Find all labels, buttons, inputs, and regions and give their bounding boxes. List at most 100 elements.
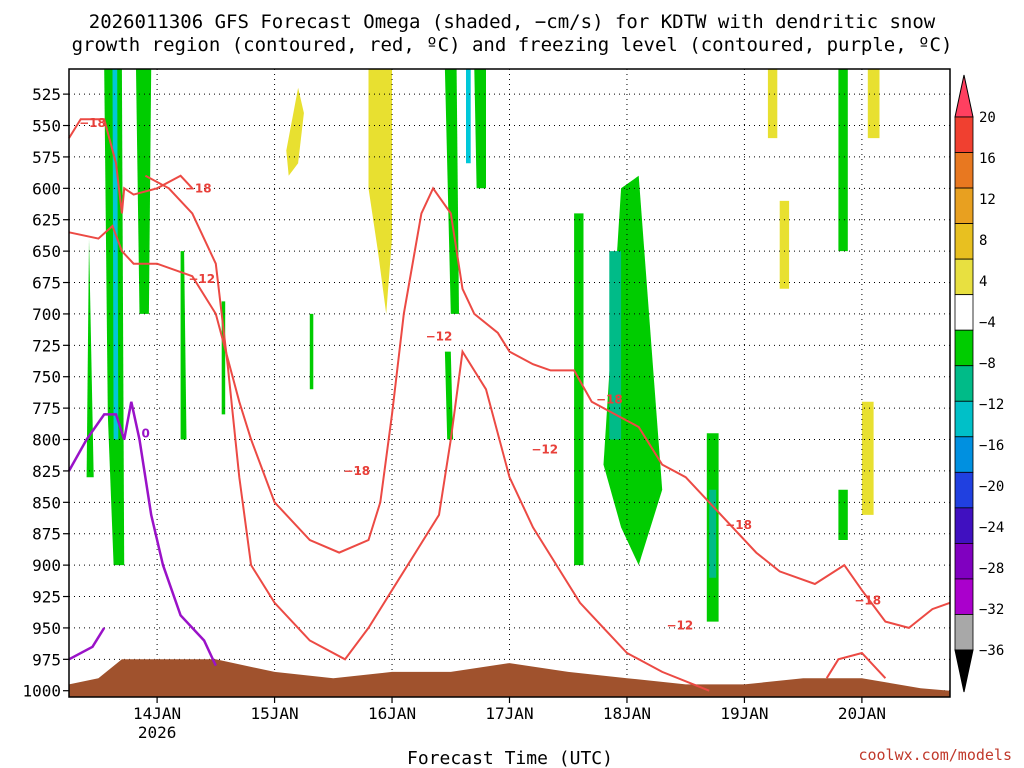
omega-region-yellow: [861, 401, 874, 515]
colorbar-label: 20: [979, 110, 996, 126]
colorbar-segment: [954, 471, 974, 509]
x-tick-sublabel: 2026: [138, 723, 177, 742]
freezing-contour: [68, 627, 106, 661]
colorbar-segment: [954, 543, 974, 580]
x-tick-label: 19JAN: [720, 704, 768, 723]
omega-region-green: [838, 69, 848, 252]
dgz-contour-label: −12: [188, 272, 215, 286]
x-axis-label: Forecast Time (UTC): [407, 748, 613, 768]
omega-region-teal: [609, 251, 622, 440]
y-tick-label: 800: [32, 431, 61, 450]
grid-lines: [69, 69, 950, 697]
colorbar-segment: [954, 152, 974, 189]
freezing-level-contours: 0: [67, 401, 217, 667]
plot-background: [69, 69, 950, 697]
colorbar-segment: [954, 365, 974, 402]
plot-area: 0 −18 −18 −12 −18 −12 −18 −12 −18 −12 −18: [67, 68, 951, 698]
omega-region-green: [309, 313, 314, 390]
y-tick-label: 675: [32, 274, 61, 293]
colorbar-top-arrow: [954, 74, 974, 118]
freezing-contour: [67, 401, 217, 667]
freezing-contour-label: 0: [141, 427, 149, 441]
dgz-contour-label: −18: [854, 593, 881, 607]
y-tick-label: 550: [32, 117, 61, 136]
colorbar-label: 8: [979, 233, 987, 249]
y-tick-label: 900: [32, 556, 61, 575]
colorbar-segment: [954, 507, 974, 544]
omega-region-yellow: [368, 69, 392, 314]
y-tick-label: 700: [32, 305, 61, 324]
omega-region-green: [86, 238, 94, 478]
omega-region-green: [444, 69, 459, 314]
colorbar-label: 16: [979, 151, 996, 167]
colorbar: 20 16 12 8 4 −4 −8 −12 −16 −20 −24 −28 −32 −36: [954, 74, 1004, 693]
colorbar-label: −24: [979, 520, 1004, 536]
dgz-contour: [144, 174, 710, 692]
colorbar-label: 4: [979, 274, 987, 290]
dgz-contour-label: −18: [725, 518, 752, 532]
colorbar-segment: [954, 614, 974, 651]
y-tick-label: 775: [32, 399, 61, 418]
dgz-contour-label: −12: [531, 443, 558, 457]
y-tick-label: 825: [32, 462, 61, 481]
colorbar-segment: [954, 578, 974, 615]
omega-region-yellow: [867, 69, 880, 139]
omega-region-teal: [709, 489, 717, 578]
dgz-contour-label: −18: [343, 464, 370, 478]
omega-region-yellow: [286, 87, 304, 176]
omega-region-cyan: [112, 69, 119, 440]
dgz-contour-label: −12: [426, 330, 453, 344]
dgz-contour: [825, 651, 887, 679]
dgz-contour-label: −12: [666, 618, 693, 632]
y-tick-label: 525: [32, 85, 61, 104]
y-tick-label: 650: [32, 242, 61, 261]
terrain-fill: [69, 659, 950, 697]
x-tick-label: 14JAN: [133, 704, 181, 723]
dgz-contours: [68, 118, 951, 692]
colorbar-segment: [954, 400, 974, 438]
colorbar-label: −28: [979, 561, 1004, 577]
chart-title-line2: growth region (contoured, red, ºC) and f…: [72, 34, 953, 56]
omega-shading: [86, 69, 880, 622]
colorbar-bottom-arrow: [954, 649, 974, 693]
y-tick-label: 725: [32, 336, 61, 355]
x-tick-label: 17JAN: [485, 704, 533, 723]
colorbar-label: −32: [979, 602, 1004, 618]
omega-region-yellow: [779, 200, 790, 289]
colorbar-label: −8: [979, 356, 996, 372]
y-tick-label: 975: [32, 650, 61, 669]
omega-region-yellow: [767, 69, 778, 139]
colorbar-segment: [954, 187, 974, 224]
dgz-contour-label: −18: [79, 116, 106, 130]
colorbar-label: 12: [979, 192, 996, 208]
y-tick-label: 625: [32, 211, 61, 230]
x-tick-label: 15JAN: [250, 704, 298, 723]
y-axis: 525 550 575 600 625 650 675 700 725 750 775 800 825 8…: [22, 85, 69, 701]
colorbar-label: −20: [979, 479, 1004, 495]
colorbar-segment: [954, 258, 974, 296]
y-tick-label: 850: [32, 493, 61, 512]
colorbar-segment: [954, 116, 974, 153]
y-tick-label: 875: [32, 525, 61, 544]
colorbar-label: −16: [979, 438, 1004, 454]
omega-region-green: [444, 351, 454, 440]
chart-title-line1: 2026011306 GFS Forecast Omega (shaded, −…: [89, 11, 936, 33]
colorbar-label: −36: [979, 643, 1004, 659]
x-tick-label: 16JAN: [368, 704, 416, 723]
dgz-contour: [68, 186, 951, 629]
colorbar-segment: [954, 329, 974, 367]
y-tick-label: 575: [32, 148, 61, 167]
x-tick-label: 18JAN: [603, 704, 651, 723]
omega-region-green: [574, 213, 584, 566]
y-tick-label: 1000: [22, 682, 61, 701]
y-tick-label: 600: [32, 179, 61, 198]
colorbar-label: −12: [979, 397, 1004, 413]
dgz-contour-label: −18: [596, 392, 623, 406]
contour-labels: −18 −18 −12 −18 −12 −18 −12 −18 −12 −18: [79, 116, 881, 632]
source-credit: coolwx.com/models: [858, 746, 1012, 764]
omega-region-green: [180, 251, 187, 440]
dgz-contour: [68, 118, 194, 214]
omega-region-cyan: [466, 69, 471, 164]
